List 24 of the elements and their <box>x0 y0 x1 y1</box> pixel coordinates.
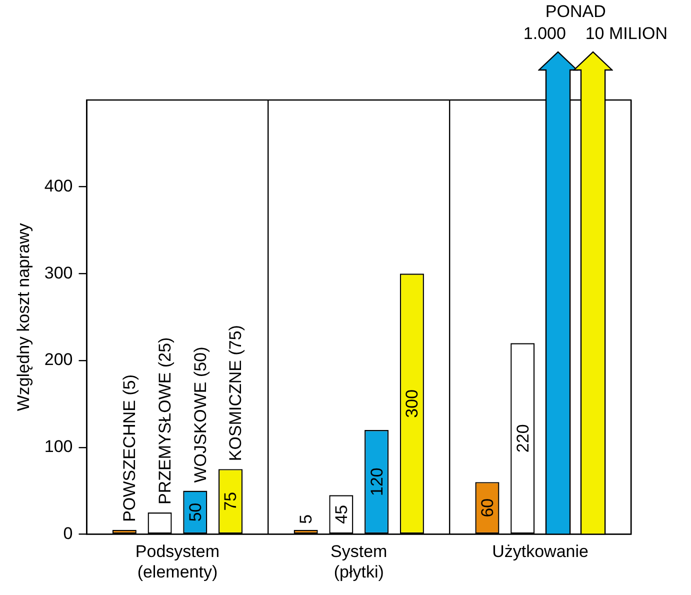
data-label: 50 <box>186 502 205 522</box>
x-tick-label: System (płytki) <box>330 542 388 582</box>
text: 10 MILION <box>585 24 668 44</box>
text: PONAD <box>545 2 606 22</box>
data-label: 5 <box>296 514 316 524</box>
y-tick-label: 0 <box>63 524 73 543</box>
data-label: 60 <box>478 498 497 518</box>
y-tick-label: 400 <box>44 176 73 196</box>
x-tick-label: Podsystem (elementy) <box>135 542 220 582</box>
data-label: 120 <box>367 468 386 496</box>
data-label: 75 <box>221 492 240 511</box>
y-axis-title: Względny koszt naprawy <box>14 222 33 412</box>
y-tick-label: 200 <box>44 350 73 370</box>
data-label: 300 <box>402 389 422 418</box>
x-tick-label: Użytkowanie <box>492 542 588 562</box>
text: POWSZECHNE (5) <box>120 374 140 522</box>
text: KOSMICZNE (75) <box>226 325 246 462</box>
y-tick-label: 300 <box>44 263 73 282</box>
text: 1.000 <box>523 24 566 44</box>
data-label: 220 <box>513 424 532 453</box>
data-label: 45 <box>332 504 351 524</box>
text: WOJSKOWE (50) <box>190 346 210 483</box>
text: PRZEMYSŁOWE (25) <box>155 337 174 504</box>
y-tick-label: 100 <box>44 437 73 456</box>
